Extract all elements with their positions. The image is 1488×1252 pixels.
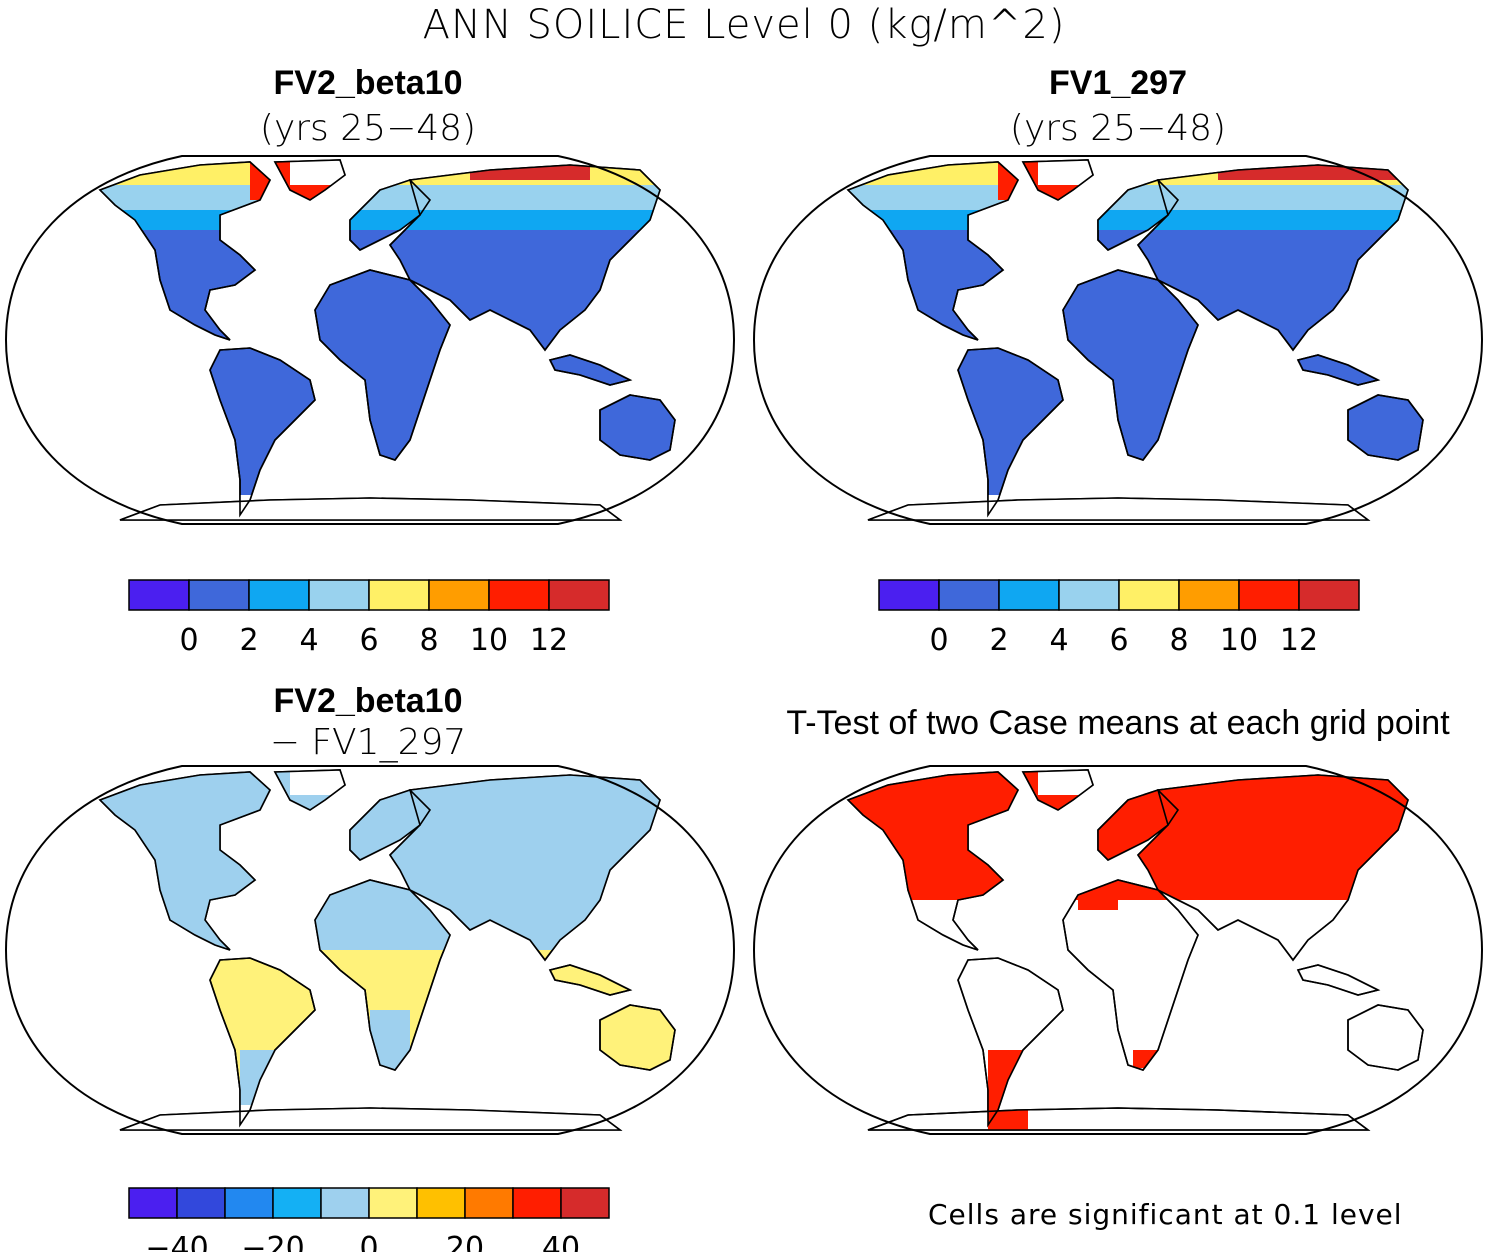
colorbar-panel2-swatch bbox=[998, 579, 1060, 611]
colorbar-difference-swatch bbox=[128, 1187, 178, 1219]
colorbar-panel1-tick-label: 12 bbox=[530, 623, 568, 658]
sig-sahara bbox=[1078, 900, 1118, 910]
colorbar-panel1-swatch bbox=[488, 579, 550, 611]
significance-note: Cells are significant at 0.1 level bbox=[928, 1198, 1403, 1231]
map-fv2-beta10 bbox=[4, 155, 736, 525]
panel1-title: FV2_beta10 bbox=[273, 64, 463, 102]
colorbar-panel2-swatch bbox=[1238, 579, 1300, 611]
colorbar-panel2-swatch bbox=[878, 579, 940, 611]
map-difference-frame bbox=[4, 765, 736, 1135]
colorbar-panel1-tick-label: 6 bbox=[359, 623, 378, 658]
colorbar-difference-tick-label: 20 bbox=[446, 1231, 484, 1252]
colorbar-difference-swatch bbox=[560, 1187, 610, 1219]
map-ttest-frame bbox=[752, 765, 1484, 1135]
colorbar-panel2-tick-label: 6 bbox=[1109, 623, 1128, 658]
map-difference bbox=[4, 765, 736, 1135]
colorbar-panel2-swatch bbox=[938, 579, 1000, 611]
colorbar-difference-tick-label: 40 bbox=[542, 1231, 580, 1252]
colorbar-panel2-tick-label: 8 bbox=[1169, 623, 1188, 658]
colorbar-panel2-swatch bbox=[1178, 579, 1240, 611]
colorbar-panel1-swatch bbox=[128, 579, 190, 611]
colorbar-difference-swatch bbox=[320, 1187, 370, 1219]
colorbar-panel1-tick-label: 2 bbox=[239, 623, 258, 658]
colorbar-panel2: 0 2 4 6 8 10 12 bbox=[878, 579, 1360, 658]
colorbar-difference-tick-label: −40 bbox=[145, 1231, 208, 1252]
colorbar-panel1-swatch bbox=[428, 579, 490, 611]
colorbar-panel2-tick-label: 0 bbox=[929, 623, 948, 658]
colorbar-panel1-swatch bbox=[248, 579, 310, 611]
panel2-subtitle: (yrs 25−48) bbox=[1009, 108, 1227, 149]
colorbar-panel2-swatch bbox=[1118, 579, 1180, 611]
colorbar-difference-swatch bbox=[272, 1187, 322, 1219]
colorbar-difference-swatch bbox=[368, 1187, 418, 1219]
colorbar-panel1-tick-label: 0 bbox=[179, 623, 198, 658]
map-ttest bbox=[752, 765, 1484, 1135]
map-fv1-297-frame bbox=[752, 155, 1484, 525]
colorbar-panel1-swatch bbox=[368, 579, 430, 611]
map-fv1-297 bbox=[752, 155, 1484, 525]
colorbar-panel2-swatch bbox=[1058, 579, 1120, 611]
colorbar-panel1-swatch bbox=[308, 579, 370, 611]
colorbar-difference-swatch bbox=[224, 1187, 274, 1219]
colorbar-difference-swatch bbox=[416, 1187, 466, 1219]
colorbar-panel2-tick-label: 4 bbox=[1049, 623, 1068, 658]
colorbar-difference-tick-label: −20 bbox=[241, 1231, 304, 1252]
panel1-subtitle: (yrs 25−48) bbox=[259, 108, 477, 149]
figure-title: ANN SOILICE Level 0 (kg/m^2) bbox=[422, 2, 1066, 48]
map-fv2-beta10-frame bbox=[4, 155, 736, 525]
colorbar-panel1-tick-label: 10 bbox=[470, 623, 508, 658]
colorbar-panel1-swatch bbox=[188, 579, 250, 611]
colorbar-panel2-swatch bbox=[1298, 579, 1360, 611]
colorbar-difference-tick-label: 0 bbox=[359, 1231, 378, 1252]
panel3-title: FV2_beta10 bbox=[273, 682, 463, 720]
colorbar-difference-swatch bbox=[464, 1187, 514, 1219]
panel2-title: FV1_297 bbox=[1049, 64, 1187, 102]
colorbar-panel2-tick-label: 2 bbox=[989, 623, 1008, 658]
colorbar-panel2-tick-label: 12 bbox=[1280, 623, 1318, 658]
colorbar-panel1-swatch bbox=[548, 579, 610, 611]
colorbar-difference-swatch bbox=[176, 1187, 226, 1219]
panel3-subtitle: − FV1_297 bbox=[269, 722, 467, 763]
colorbar-panel1: 0 2 4 6 8 10 12 bbox=[128, 579, 610, 658]
panel4-title: T-Test of two Case means at each grid po… bbox=[786, 704, 1450, 742]
colorbar-difference-swatch bbox=[512, 1187, 562, 1219]
colorbar-panel2-tick-label: 10 bbox=[1220, 623, 1258, 658]
colorbar-panel1-tick-label: 8 bbox=[419, 623, 438, 658]
colorbar-difference: −40 −20 0 20 40 bbox=[128, 1187, 610, 1252]
colorbar-panel1-tick-label: 4 bbox=[299, 623, 318, 658]
